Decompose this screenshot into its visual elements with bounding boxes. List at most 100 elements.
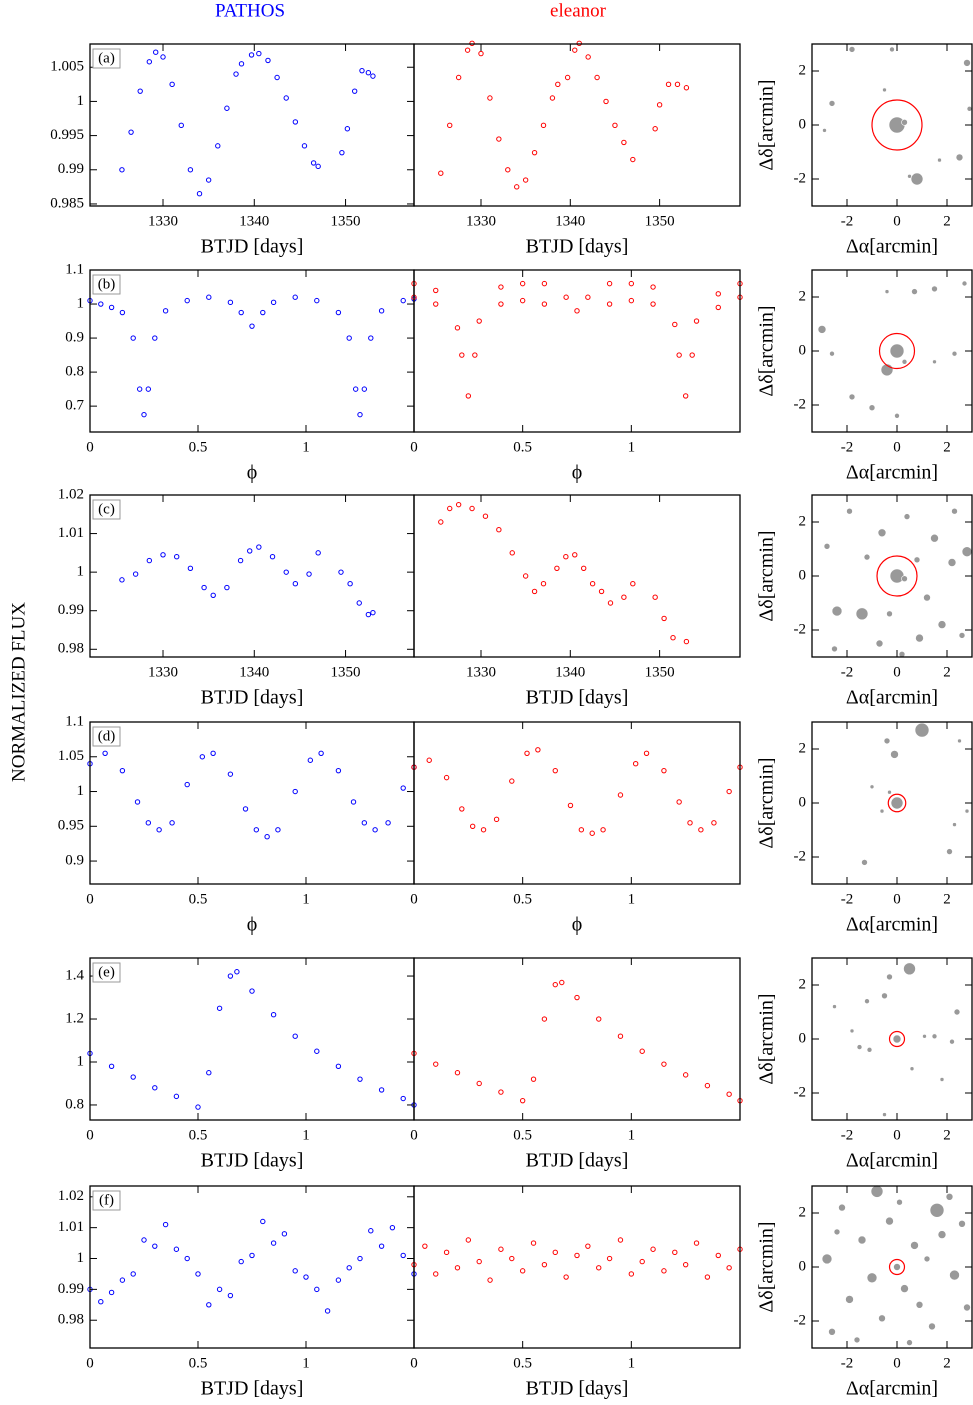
data-point: [617, 1237, 624, 1243]
plot-frame: [413, 957, 741, 1121]
y-tick-label: 1: [77, 1250, 85, 1266]
data-point: [201, 584, 207, 591]
panel-label: (d): [98, 728, 116, 744]
data-point: [249, 988, 255, 994]
data-point: [98, 301, 104, 307]
data-point: [541, 1016, 548, 1022]
data-point: [314, 1048, 320, 1054]
data-point: [617, 792, 624, 798]
data-point: [498, 1246, 504, 1252]
data-point: [274, 74, 280, 81]
x-tick-label: 0: [893, 664, 901, 680]
data-point: [661, 1061, 667, 1067]
x-tick-label: 1330: [466, 664, 496, 680]
data-point: [438, 170, 444, 176]
data-point: [249, 1252, 255, 1259]
y-tick-label: 0: [799, 1030, 807, 1046]
star: [856, 1044, 863, 1050]
data-point: [256, 544, 262, 550]
data-point: [522, 573, 529, 579]
data-point: [585, 1243, 591, 1249]
data-point: [540, 581, 547, 587]
data-point: [102, 750, 108, 756]
data-point: [572, 47, 578, 53]
data-point: [531, 149, 538, 156]
data-point: [338, 569, 344, 575]
data-point: [621, 139, 627, 146]
data-point: [270, 1240, 277, 1246]
star: [849, 1028, 855, 1034]
data-point: [564, 74, 571, 81]
data-point: [196, 190, 203, 197]
x-tick-label: 0.5: [513, 1127, 532, 1143]
data-point: [233, 71, 239, 77]
star: [964, 808, 970, 814]
data-point: [535, 747, 541, 753]
data-point: [650, 1246, 656, 1252]
x-tick-label: -2: [841, 1127, 854, 1143]
data-point: [270, 1012, 277, 1018]
star: [892, 1034, 902, 1044]
y-tick-label: 0.95: [58, 818, 84, 834]
star: [828, 1328, 836, 1336]
x-tick-label: 1350: [331, 213, 361, 229]
data-point: [359, 67, 365, 74]
data-point: [253, 827, 260, 833]
star: [894, 412, 900, 419]
x-tick-label: 1340: [555, 664, 585, 680]
y-tick-label: 0.7: [65, 398, 84, 414]
data-point: [275, 827, 281, 833]
y-tick-label: 1.01: [58, 1219, 84, 1235]
data-point: [465, 393, 472, 399]
data-point: [260, 1218, 266, 1225]
data-point: [498, 1089, 504, 1095]
star: [889, 343, 905, 359]
y-tick-label: 1.05: [58, 748, 84, 764]
x-axis-label: BTJD [days]: [201, 1378, 304, 1400]
panel-label-box: [92, 499, 121, 520]
y-tick-label: -2: [794, 396, 807, 412]
data-point: [215, 143, 221, 149]
star: [886, 973, 893, 981]
star: [949, 1038, 955, 1045]
x-tick-label: 0: [893, 439, 901, 455]
data-point: [292, 581, 299, 587]
data-point: [216, 1286, 223, 1293]
star: [955, 153, 964, 162]
data-point: [134, 799, 141, 805]
star: [890, 796, 904, 810]
x-axis-label: Δα[arcmin]: [846, 236, 938, 258]
data-point: [361, 386, 368, 392]
data-point: [455, 501, 462, 508]
data-point: [145, 386, 152, 392]
data-point: [227, 973, 234, 979]
x-tick-label: 1350: [645, 213, 675, 229]
data-point: [630, 581, 636, 587]
data-point: [459, 352, 465, 358]
star: [864, 998, 870, 1005]
x-tick-label: 1340: [555, 213, 585, 229]
data-point: [315, 163, 321, 170]
data-point: [400, 1095, 406, 1102]
data-point: [346, 335, 352, 341]
data-point: [307, 757, 314, 763]
star: [900, 1284, 909, 1293]
data-point: [519, 297, 526, 304]
data-point: [676, 352, 682, 358]
data-point: [314, 297, 320, 304]
data-point: [173, 1246, 180, 1252]
y-tick-label: 2: [799, 288, 807, 304]
data-point: [580, 565, 587, 571]
x-tick-label: 1: [302, 1127, 310, 1143]
panel-label: (e): [98, 964, 115, 980]
y-axis-label: Δδ[arcmin]: [756, 1221, 778, 1312]
data-point: [422, 1243, 428, 1249]
star: [937, 1230, 947, 1239]
data-point: [174, 554, 180, 560]
data-point: [643, 750, 650, 756]
star: [887, 789, 892, 795]
x-tick-label: 2: [943, 1355, 951, 1371]
data-point: [385, 820, 391, 826]
star: [903, 962, 916, 976]
data-point: [141, 411, 147, 418]
